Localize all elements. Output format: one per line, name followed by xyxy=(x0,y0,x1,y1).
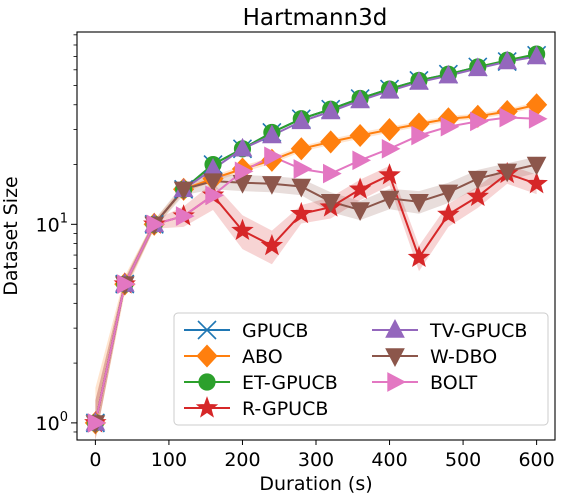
point-bolt-4 xyxy=(205,185,224,206)
point-r-gpucb-7 xyxy=(290,201,313,224)
x-tick-label-300: 300 xyxy=(298,449,334,471)
point-bolt-9 xyxy=(352,150,372,171)
legend-label-w-dbo: W-DBO xyxy=(430,346,497,368)
point-bolt-7 xyxy=(293,159,313,179)
point-bolt-12 xyxy=(440,116,460,137)
legend-label-r-gpucb: R-GPUCB xyxy=(242,398,328,420)
band-r-gpucb xyxy=(95,164,537,440)
legend-marker-gpucb xyxy=(197,320,217,340)
point-bolt-0 xyxy=(87,413,107,433)
point-w-dbo-11 xyxy=(409,194,429,213)
point-bolt-8 xyxy=(323,163,342,184)
line-bolt xyxy=(94,116,537,424)
legend: GPUCB ABO ET-GPUCB R-GPUCB TV-GPUCB W-DBO BOLT xyxy=(173,312,549,426)
point-r-gpucb-13 xyxy=(466,184,489,207)
point-tv-gpucb-8 xyxy=(320,100,341,120)
legend-label-tv-gpucb: TV-GPUCB xyxy=(429,320,527,342)
point-w-dbo-13 xyxy=(467,170,488,190)
legend-label-et-gpucb: ET-GPUCB xyxy=(242,372,338,394)
legend-marker-r-gpucb xyxy=(195,396,219,418)
point-w-dbo-6 xyxy=(262,176,282,195)
point-bolt-10 xyxy=(381,138,401,159)
y-tick-label-10: 101 xyxy=(36,211,68,236)
x-tick-label-0: 0 xyxy=(89,449,101,471)
point-r-gpucb-5 xyxy=(231,218,254,241)
point-r-gpucb-15 xyxy=(525,171,548,194)
legend-label-abo: ABO xyxy=(242,346,283,368)
point-tv-gpucb-10 xyxy=(379,79,400,99)
point-bolt-14 xyxy=(499,107,519,128)
x-tick-label-500: 500 xyxy=(445,449,481,471)
point-bolt-15 xyxy=(528,108,548,129)
point-bolt-1 xyxy=(117,274,136,294)
y-tick-label-1: 100 xyxy=(36,410,68,435)
point-tv-gpucb-14 xyxy=(497,50,518,70)
point-bolt-2 xyxy=(146,214,166,235)
legend-marker-gpucb-stroke-b xyxy=(197,320,217,340)
point-tv-gpucb-13 xyxy=(467,57,488,77)
line-w-dbo xyxy=(94,163,537,424)
point-w-dbo-7 xyxy=(291,178,312,198)
point-tv-gpucb-9 xyxy=(350,89,370,109)
x-tick-label-200: 200 xyxy=(224,449,260,471)
point-r-gpucb-10 xyxy=(378,163,401,185)
point-bolt-13 xyxy=(470,111,489,132)
point-r-gpucb-11 xyxy=(407,245,431,268)
point-tv-gpucb-6 xyxy=(262,124,282,144)
point-bolt-6 xyxy=(264,146,283,167)
point-w-dbo-3 xyxy=(173,181,194,201)
point-abo-10 xyxy=(378,118,401,142)
point-r-gpucb-9 xyxy=(348,177,372,199)
point-w-dbo-15 xyxy=(526,156,547,176)
point-w-dbo-8 xyxy=(320,194,341,213)
legend-marker-abo xyxy=(196,344,218,368)
point-abo-7 xyxy=(290,137,312,161)
legend-label-bolt: BOLT xyxy=(430,372,478,394)
point-tv-gpucb-11 xyxy=(409,71,429,90)
point-w-dbo-4 xyxy=(203,173,223,193)
point-tv-gpucb-7 xyxy=(291,110,312,130)
legend-label-gpucb: GPUCB xyxy=(242,320,308,342)
plot-area xyxy=(94,53,537,440)
point-tv-gpucb-15 xyxy=(526,45,547,65)
point-abo-8 xyxy=(320,130,342,154)
point-bolt-11 xyxy=(411,125,430,146)
y-axis-label: Dataset Size xyxy=(0,176,22,295)
x-tick-label-400: 400 xyxy=(371,449,407,471)
point-bolt-5 xyxy=(234,161,254,182)
point-tv-gpucb-5 xyxy=(232,137,253,157)
point-r-gpucb-12 xyxy=(437,202,460,225)
point-abo-9 xyxy=(349,123,371,148)
legend-marker-w-dbo xyxy=(385,348,405,367)
legend-box xyxy=(173,312,549,426)
x-tick-label-100: 100 xyxy=(151,449,187,471)
point-w-dbo-9 xyxy=(350,202,370,221)
point-w-dbo-10 xyxy=(379,190,400,210)
axes-layer: 0 100 200 300 400 500 600 100 101 xyxy=(36,34,555,471)
point-w-dbo-14 xyxy=(497,163,518,183)
legend-marker-tv-gpucb xyxy=(385,319,405,338)
x-tick-label-600: 600 xyxy=(518,449,554,471)
legend-marker-bolt xyxy=(387,372,406,392)
chart-title: Hartmann3d xyxy=(243,5,388,31)
marker-layer xyxy=(84,45,548,435)
point-r-gpucb-6 xyxy=(260,233,284,256)
point-bolt-3 xyxy=(175,206,195,226)
point-tv-gpucb-12 xyxy=(438,64,459,84)
point-w-dbo-12 xyxy=(438,184,459,204)
x-axis-label: Duration (s) xyxy=(259,473,372,495)
legend-marker-et-gpucb xyxy=(198,373,216,391)
